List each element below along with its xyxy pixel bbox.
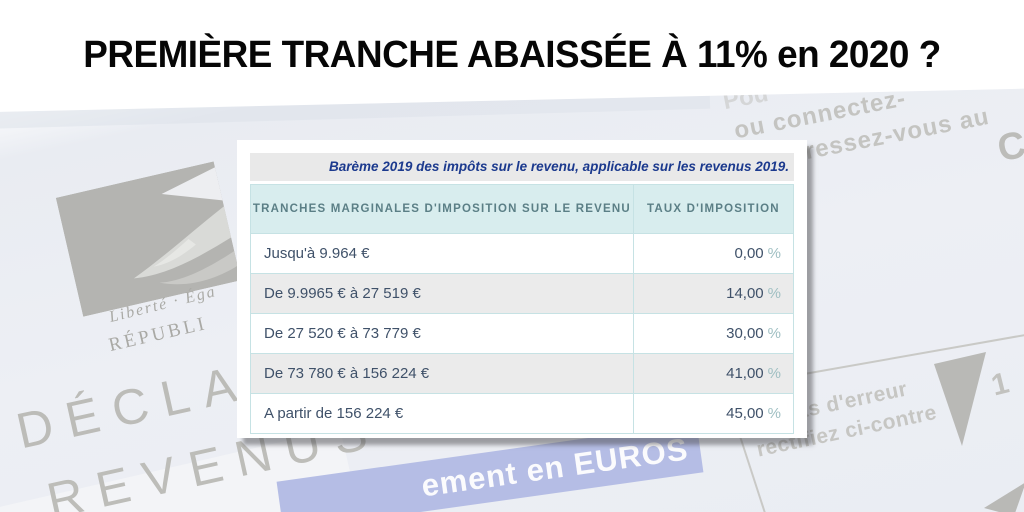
- title-band: [0, 0, 1024, 84]
- percent-sign: %: [767, 405, 781, 422]
- bracket-cell: De 27 520 € à 73 779 €: [250, 313, 634, 354]
- rate-value: 14,00: [726, 285, 764, 302]
- arrow-down-icon: [932, 352, 988, 453]
- rate-value: 41,00: [726, 365, 764, 382]
- table-header-row: TRANCHES MARGINALES D'IMPOSITION SUR LE …: [250, 184, 795, 234]
- bracket-cell: De 9.9965 € à 27 519 €: [250, 273, 634, 314]
- table-row: De 73 780 € à 156 224 € 41,00%: [250, 353, 795, 394]
- marianne-logo: [55, 161, 242, 321]
- percent-sign: %: [767, 325, 781, 342]
- tax-table-card: Barème 2019 des impôts sur le revenu, ap…: [237, 140, 807, 438]
- table-row: De 27 520 € à 73 779 € 30,00%: [250, 313, 795, 354]
- column-header-brackets: TRANCHES MARGINALES D'IMPOSITION SUR LE …: [250, 184, 634, 234]
- table-row: Jusqu'à 9.964 € 0,00%: [250, 233, 795, 274]
- table-row: De 9.9965 € à 27 519 € 14,00%: [250, 273, 795, 314]
- rate-value: 45,00: [726, 405, 764, 422]
- arrow-corner-icon: [984, 482, 1024, 512]
- rate-cell: 45,00%: [632, 393, 795, 434]
- percent-sign: %: [767, 285, 781, 302]
- bracket-cell: A partir de 156 224 €: [250, 393, 634, 434]
- rate-cell: 0,00%: [632, 233, 795, 274]
- table-caption: Barème 2019 des impôts sur le revenu, ap…: [250, 153, 794, 181]
- euros-banner-text: ement en EUROS: [419, 431, 691, 504]
- bracket-cell: De 73 780 € à 156 224 €: [250, 353, 634, 394]
- rate-cell: 41,00%: [632, 353, 795, 394]
- tax-table: TRANCHES MARGINALES D'IMPOSITION SUR LE …: [250, 184, 795, 434]
- rate-cell: 14,00%: [632, 273, 795, 314]
- table-row: A partir de 156 224 € 45,00%: [250, 393, 795, 434]
- rate-cell: 30,00%: [632, 313, 795, 354]
- percent-sign: %: [767, 245, 781, 262]
- bracket-cell: Jusqu'à 9.964 €: [250, 233, 634, 274]
- rate-value: 30,00: [726, 325, 764, 342]
- page-title: PREMIÈRE TRANCHE ABAISSÉE À 11% en 2020 …: [83, 34, 941, 76]
- percent-sign: %: [767, 365, 781, 382]
- column-header-rate: TAUX D'IMPOSITION: [632, 184, 795, 234]
- page-number: 1: [988, 366, 1013, 403]
- rate-value: 0,00: [734, 245, 764, 262]
- bg-letter-fragment: C: [993, 123, 1024, 171]
- marianne-logo-icon: [55, 161, 242, 317]
